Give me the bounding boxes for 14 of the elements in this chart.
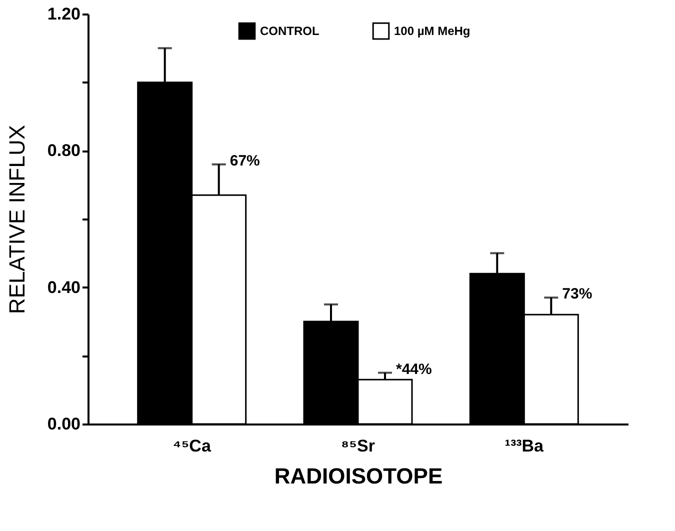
x-tick-label: ¹³³Ba [504, 436, 544, 456]
y-tick-label: 0.80 [47, 141, 80, 160]
x-tick-label: ⁴⁵Ca [172, 436, 212, 456]
annotation: *44% [396, 360, 432, 378]
legend-label: 100 µM MeHg [394, 24, 470, 38]
legend-label: CONTROL [260, 24, 320, 38]
x-tick-label: ⁸⁵Sr [341, 436, 376, 456]
y-tick-label: 0.40 [47, 278, 80, 297]
y-tick-label: 1.20 [47, 4, 80, 24]
annotation: 73% [562, 286, 592, 303]
y-axis-title: RELATIVE INFLUX [4, 124, 30, 314]
x-axis-title: RADIOISOTOPE [274, 464, 443, 488]
y-tick-label: 0.00 [47, 414, 80, 434]
annotation: 67% [230, 152, 260, 170]
